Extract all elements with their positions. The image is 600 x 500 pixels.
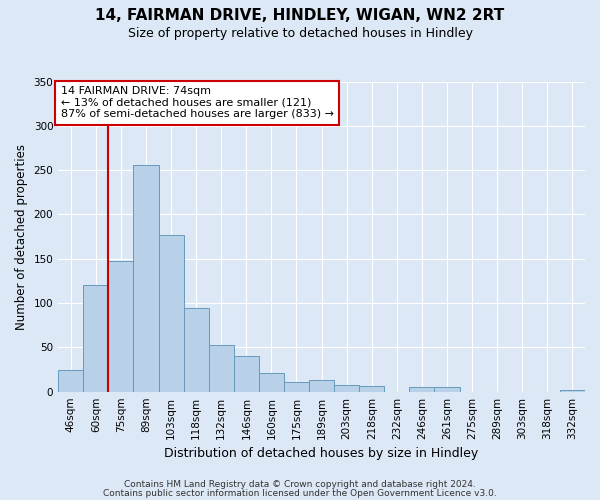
Bar — [309, 380, 334, 392]
Bar — [259, 373, 284, 392]
Bar — [184, 308, 209, 392]
Bar — [58, 370, 83, 392]
Bar — [560, 390, 585, 392]
Bar — [234, 356, 259, 392]
Bar — [334, 386, 359, 392]
Bar — [158, 235, 184, 392]
X-axis label: Distribution of detached houses by size in Hindley: Distribution of detached houses by size … — [164, 447, 479, 460]
Text: 14 FAIRMAN DRIVE: 74sqm
← 13% of detached houses are smaller (121)
87% of semi-d: 14 FAIRMAN DRIVE: 74sqm ← 13% of detache… — [61, 86, 334, 120]
Text: 14, FAIRMAN DRIVE, HINDLEY, WIGAN, WN2 2RT: 14, FAIRMAN DRIVE, HINDLEY, WIGAN, WN2 2… — [95, 8, 505, 22]
Bar — [209, 344, 234, 392]
Bar — [83, 286, 109, 392]
Bar — [409, 387, 434, 392]
Text: Size of property relative to detached houses in Hindley: Size of property relative to detached ho… — [128, 28, 473, 40]
Bar — [109, 260, 133, 392]
Bar — [434, 387, 460, 392]
Bar — [284, 382, 309, 392]
Text: Contains HM Land Registry data © Crown copyright and database right 2024.: Contains HM Land Registry data © Crown c… — [124, 480, 476, 489]
Bar — [133, 165, 158, 392]
Text: Contains public sector information licensed under the Open Government Licence v3: Contains public sector information licen… — [103, 488, 497, 498]
Y-axis label: Number of detached properties: Number of detached properties — [15, 144, 28, 330]
Bar — [359, 386, 385, 392]
